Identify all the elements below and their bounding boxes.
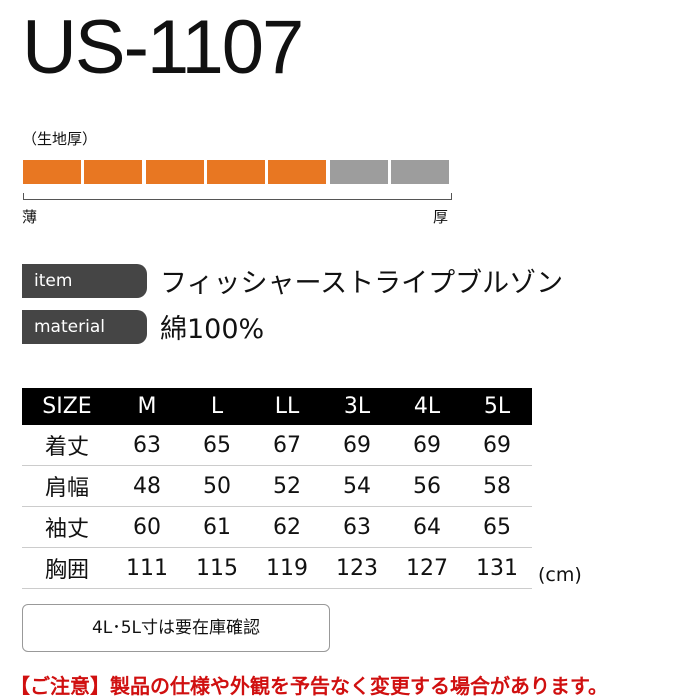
table-cell: 52 <box>252 465 322 507</box>
table-header-row: SIZE M L LL 3L 4L 5L <box>22 388 532 425</box>
table-row: 胸囲 111 115 119 123 127 131 <box>22 547 532 589</box>
table-cell: 69 <box>462 425 532 466</box>
material-tag: material <box>22 310 147 344</box>
item-tag: item <box>22 264 147 298</box>
item-value: フィッシャーストライプブルゾン <box>160 268 564 299</box>
table-cell: 60 <box>112 506 182 548</box>
table-cell: 119 <box>252 547 322 589</box>
size-table: SIZE M L LL 3L 4L 5L 着丈 63 65 67 69 69 69 肩幅 48 5… <box>22 388 532 589</box>
table-cell: 肩幅 <box>22 465 112 507</box>
table-cell: 58 <box>462 465 532 507</box>
thickness-segment <box>206 160 265 184</box>
table-cell: 69 <box>392 425 462 466</box>
thickness-segment <box>145 160 204 184</box>
header-cell: 3L <box>322 388 392 425</box>
table-cell: 61 <box>182 506 252 548</box>
header-cell: 4L <box>392 388 462 425</box>
thickness-segment <box>84 160 143 184</box>
table-cell: 50 <box>182 465 252 507</box>
table-cell: 65 <box>182 425 252 466</box>
thick-label: 厚 <box>433 208 449 226</box>
table-cell: 69 <box>322 425 392 466</box>
header-cell: L <box>182 388 252 425</box>
thickness-label: （生地厚） <box>22 130 98 148</box>
caution-text: 【ご注意】製品の仕様や外観を予告なく変更する場合があります。 <box>10 674 608 698</box>
thickness-segment <box>390 160 449 184</box>
unit-label: (cm) <box>538 564 582 586</box>
table-cell: 54 <box>322 465 392 507</box>
table-cell: 115 <box>182 547 252 589</box>
table-cell: 65 <box>462 506 532 548</box>
table-row: 着丈 63 65 67 69 69 69 <box>22 425 532 466</box>
table-cell: 着丈 <box>22 425 112 466</box>
stock-note: 4L･5L寸は要在庫確認 <box>22 604 330 652</box>
thin-label: 薄 <box>22 208 38 226</box>
header-cell: LL <box>252 388 322 425</box>
table-cell: 48 <box>112 465 182 507</box>
thickness-segment <box>268 160 327 184</box>
table-cell: 131 <box>462 547 532 589</box>
thickness-segment <box>329 160 388 184</box>
header-cell: M <box>112 388 182 425</box>
table-cell: 111 <box>112 547 182 589</box>
table-cell: 62 <box>252 506 322 548</box>
scale-bracket <box>23 193 452 200</box>
table-cell: 67 <box>252 425 322 466</box>
table-cell: 63 <box>112 425 182 466</box>
header-cell: 5L <box>462 388 532 425</box>
table-cell: 56 <box>392 465 462 507</box>
table-row: 袖丈 60 61 62 63 64 65 <box>22 506 532 548</box>
table-cell: 64 <box>392 506 462 548</box>
table-row: 肩幅 48 50 52 54 56 58 <box>22 465 532 507</box>
table-cell: 胸囲 <box>22 547 112 589</box>
table-cell: 127 <box>392 547 462 589</box>
product-code: US-1107 <box>22 5 304 90</box>
table-cell: 63 <box>322 506 392 548</box>
material-value: 綿100% <box>160 314 265 345</box>
header-cell: SIZE <box>22 388 112 425</box>
thickness-segment <box>23 160 81 184</box>
table-cell: 袖丈 <box>22 506 112 548</box>
table-cell: 123 <box>322 547 392 589</box>
